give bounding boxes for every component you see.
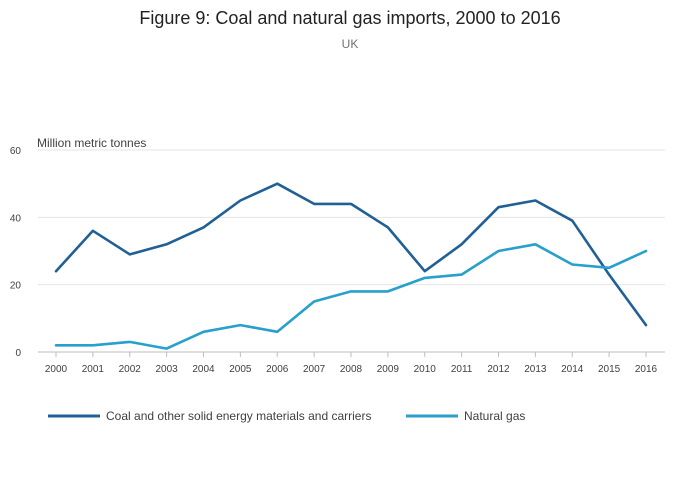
series-line-natural-gas[interactable] [54, 243, 648, 350]
legend-label: Coal and other solid energy materials an… [106, 409, 371, 423]
legend-label: Natural gas [464, 409, 525, 423]
x-tick-label: 2012 [487, 364, 510, 375]
x-tick-label: 2003 [156, 364, 179, 375]
x-tick-label: 2002 [119, 364, 142, 375]
y-axis-ticks: 0 20 40 60 [10, 146, 22, 359]
y-tick-label: 60 [10, 146, 22, 157]
chart-subtitle: UK [342, 37, 359, 51]
x-tick-label: 2011 [451, 364, 473, 375]
y-axis-label: Million metric tonnes [37, 136, 146, 150]
x-axis-ticks: 2000 2001 2002 2003 2004 2005 2006 2007 2008 2009… [45, 352, 658, 375]
x-tick-label: 2001 [82, 364, 105, 375]
x-tick-label: 2009 [377, 364, 400, 375]
x-tick-label: 2005 [229, 364, 252, 375]
x-tick-label: 2004 [192, 364, 215, 375]
x-tick-label: 2008 [340, 364, 363, 375]
y-tick-label: 40 [10, 213, 22, 224]
x-tick-label: 2016 [635, 364, 658, 375]
x-tick-label: 2007 [303, 364, 326, 375]
x-tick-label: 2013 [524, 364, 547, 375]
chart-title: Figure 9: Coal and natural gas imports, … [139, 8, 560, 28]
y-tick-label: 0 [15, 348, 21, 359]
x-tick-label: 2010 [414, 364, 437, 375]
x-tick-label: 2014 [561, 364, 584, 375]
legend: Coal and other solid energy materials an… [48, 409, 525, 423]
series-line-coal[interactable] [54, 182, 648, 327]
x-tick-label: 2015 [598, 364, 621, 375]
series-lines [54, 182, 648, 350]
y-tick-label: 20 [10, 281, 22, 292]
x-tick-label: 2000 [45, 364, 68, 375]
x-tick-label: 2006 [266, 364, 289, 375]
gridlines [38, 149, 665, 353]
